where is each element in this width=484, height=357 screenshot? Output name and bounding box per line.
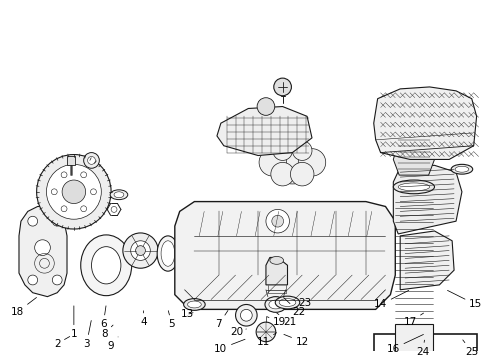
Ellipse shape: [397, 183, 429, 191]
Circle shape: [61, 206, 67, 212]
Bar: [373, 334, 476, 357]
Circle shape: [256, 322, 275, 342]
Circle shape: [28, 275, 38, 285]
Circle shape: [122, 233, 158, 268]
Circle shape: [51, 189, 57, 195]
Circle shape: [290, 162, 313, 186]
Circle shape: [270, 162, 294, 186]
Ellipse shape: [454, 166, 468, 172]
Ellipse shape: [183, 298, 205, 310]
Polygon shape: [174, 202, 394, 310]
Polygon shape: [393, 138, 434, 175]
Text: 24: 24: [415, 340, 428, 357]
Polygon shape: [373, 87, 476, 160]
Text: 2: 2: [54, 337, 70, 349]
Text: 4: 4: [140, 311, 147, 327]
Text: 25: 25: [462, 340, 477, 357]
Text: 15: 15: [447, 290, 481, 310]
Ellipse shape: [279, 298, 295, 306]
Text: 14: 14: [373, 290, 408, 310]
Text: 1: 1: [70, 306, 77, 339]
Circle shape: [240, 310, 252, 321]
Circle shape: [46, 164, 101, 219]
Circle shape: [28, 216, 38, 226]
Text: 20: 20: [229, 327, 246, 337]
Circle shape: [62, 180, 86, 203]
Text: 18: 18: [10, 297, 36, 317]
Circle shape: [52, 275, 62, 285]
Ellipse shape: [187, 301, 201, 308]
Circle shape: [52, 216, 62, 226]
Ellipse shape: [264, 297, 286, 312]
Ellipse shape: [91, 247, 121, 284]
Circle shape: [273, 78, 291, 96]
Ellipse shape: [80, 235, 132, 296]
Circle shape: [272, 141, 292, 160]
Ellipse shape: [161, 241, 174, 266]
Circle shape: [136, 246, 145, 256]
Polygon shape: [216, 106, 311, 156]
Circle shape: [80, 172, 87, 178]
Text: 13: 13: [181, 309, 194, 319]
Ellipse shape: [157, 236, 178, 271]
Ellipse shape: [110, 190, 127, 200]
Circle shape: [80, 206, 87, 212]
Circle shape: [265, 210, 289, 233]
Text: 17: 17: [403, 313, 423, 327]
Text: 19: 19: [267, 317, 286, 327]
Text: 11: 11: [256, 333, 276, 347]
Ellipse shape: [269, 256, 283, 264]
Circle shape: [111, 206, 117, 212]
Polygon shape: [67, 156, 75, 165]
Polygon shape: [393, 165, 461, 234]
Text: 3: 3: [83, 321, 91, 349]
Circle shape: [34, 240, 50, 256]
Circle shape: [130, 241, 150, 260]
Circle shape: [84, 152, 99, 168]
Text: 9: 9: [107, 337, 118, 351]
Polygon shape: [265, 257, 287, 285]
Circle shape: [258, 149, 286, 176]
Circle shape: [271, 215, 283, 227]
Text: 7: 7: [215, 311, 227, 329]
Polygon shape: [399, 231, 453, 290]
Polygon shape: [19, 206, 67, 297]
Circle shape: [298, 149, 325, 176]
Circle shape: [91, 189, 96, 195]
Polygon shape: [402, 123, 424, 136]
Ellipse shape: [275, 296, 299, 309]
Text: 10: 10: [214, 339, 244, 353]
Text: 5: 5: [168, 311, 175, 329]
Text: 16: 16: [386, 335, 423, 353]
Text: 6: 6: [100, 306, 106, 329]
Circle shape: [37, 155, 111, 229]
Bar: [394, 324, 432, 357]
Circle shape: [235, 305, 257, 326]
Circle shape: [270, 141, 313, 184]
Text: 8: 8: [101, 325, 113, 339]
Ellipse shape: [450, 164, 472, 174]
Circle shape: [292, 141, 311, 160]
Text: 22: 22: [283, 298, 305, 317]
Ellipse shape: [393, 180, 434, 194]
Circle shape: [257, 98, 274, 115]
Ellipse shape: [114, 192, 123, 198]
Circle shape: [61, 172, 67, 178]
Text: 12: 12: [283, 335, 308, 347]
Text: 23: 23: [293, 297, 311, 307]
Circle shape: [88, 156, 95, 164]
Ellipse shape: [268, 300, 282, 309]
Text: 21: 21: [276, 313, 295, 327]
